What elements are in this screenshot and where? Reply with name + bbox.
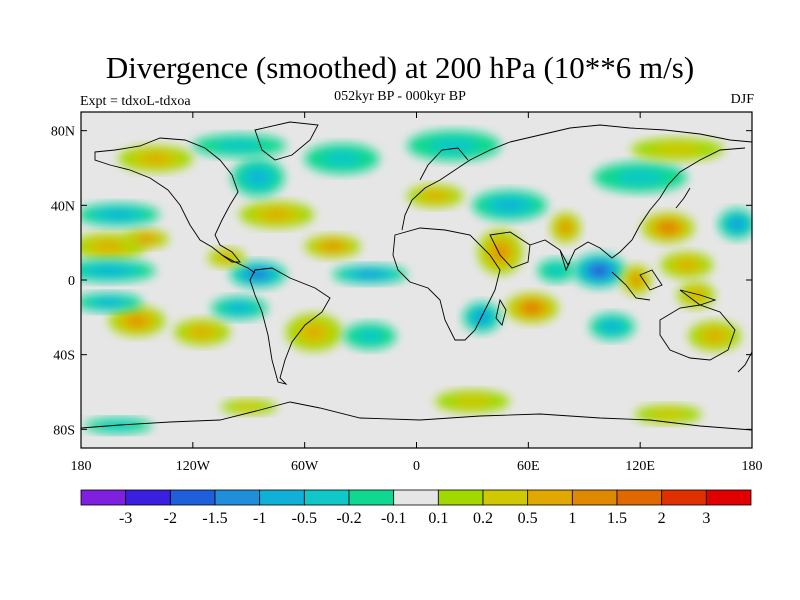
experiment-label: Expt = tdxoL-tdxoa — [80, 94, 191, 109]
colorbar-label: 1.5 — [607, 510, 627, 527]
colorbar-swatch — [527, 489, 573, 506]
field-feature — [108, 306, 165, 337]
lon-tick-label: 60E — [517, 459, 540, 474]
lat-tick-label: 40S — [53, 349, 75, 364]
colorbar-swatch — [348, 489, 395, 506]
colorbar-label: -0.2 — [336, 510, 361, 527]
lon-tick-label: 60W — [291, 459, 319, 474]
field-feature — [192, 134, 287, 157]
field-feature — [343, 322, 396, 350]
colorbar-label: 1 — [568, 510, 576, 527]
colorbar-label: 0.5 — [518, 510, 538, 527]
field-feature — [589, 313, 635, 340]
field-feature — [630, 138, 725, 161]
field-feature — [593, 162, 687, 193]
field-feature — [688, 321, 741, 351]
colorbar-swatch — [661, 489, 707, 506]
field-feature — [407, 184, 464, 208]
field-feature — [174, 319, 231, 346]
field-feature — [505, 293, 559, 323]
field-feature — [573, 253, 626, 288]
colorbar-label: 0.2 — [473, 510, 493, 527]
field-feature — [230, 261, 287, 288]
field-feature — [677, 281, 715, 308]
field-feature — [332, 265, 408, 284]
field-feature — [81, 259, 156, 282]
divergence-field — [81, 130, 752, 434]
colorbar-label: -0.5 — [292, 510, 317, 527]
plot-title: Divergence (smoothed) at 200 hPa (10**6 … — [105, 50, 695, 85]
field-feature — [621, 265, 652, 295]
colorbar-swatch — [303, 489, 350, 506]
field-feature — [211, 296, 268, 320]
season-label: DJF — [730, 92, 754, 107]
coastlines — [81, 121, 752, 431]
latitude-axis: 80N 40N 0 40S 80S — [51, 125, 752, 438]
field-feature — [537, 259, 575, 282]
lat-tick-label: 80S — [53, 423, 75, 438]
field-feature — [550, 212, 581, 243]
colorbar: -3 -2 -1.5 -1 -0.5 -0.2 -0.1 0.1 0.2 0.5 1 1.5 2 3 — [80, 489, 752, 527]
field-feature — [239, 201, 314, 228]
colorbar-label: -3 — [119, 510, 132, 527]
lon-tick-label: 120W — [176, 459, 211, 474]
lat-tick-label: 40N — [51, 199, 75, 214]
colorbar-swatch — [482, 489, 529, 506]
colorbar-label: 3 — [702, 510, 710, 527]
field-feature — [472, 190, 547, 221]
field-feature — [304, 143, 380, 174]
lon-tick-label: 180 — [71, 459, 92, 474]
plot-subtitle: 052kyr BP - 000kyr BP — [334, 89, 466, 104]
field-feature — [81, 203, 160, 226]
lat-tick-label: 0 — [68, 274, 75, 289]
colorbar-swatch — [214, 489, 261, 506]
colorbar-swatch — [437, 489, 484, 506]
colorbar-label: 0.1 — [428, 510, 448, 527]
colorbar-label: 2 — [658, 510, 666, 527]
colorbar-label: -1 — [253, 510, 266, 527]
colorbar-swatch — [393, 489, 439, 506]
colorbar-swatch — [259, 489, 305, 506]
colorbar-label: -0.1 — [381, 510, 406, 527]
field-feature — [478, 229, 523, 275]
field-feature — [286, 313, 342, 351]
colorbar-swatch — [705, 489, 752, 506]
field-feature — [123, 229, 169, 249]
field-feature — [642, 212, 695, 243]
field-feature — [435, 390, 510, 413]
colorbar-swatch — [80, 489, 127, 506]
field-feature — [407, 130, 501, 161]
field-feature — [660, 252, 713, 279]
field-feature — [81, 293, 143, 312]
colorbar-swatch — [169, 489, 216, 506]
lon-tick-label: 0 — [413, 459, 420, 474]
field-feature — [718, 209, 752, 239]
colorbar-swatch — [125, 489, 171, 506]
field-feature — [304, 235, 361, 258]
lat-tick-label: 80N — [51, 125, 75, 140]
colorbar-swatch — [616, 489, 663, 506]
longitude-axis: 180 120W 60W 0 60E 120E 180 — [71, 112, 763, 474]
colorbar-label: -1.5 — [202, 510, 227, 527]
field-feature — [220, 399, 277, 415]
field-feature — [231, 158, 285, 196]
lon-tick-label: 120E — [625, 459, 655, 474]
field-feature — [634, 405, 702, 424]
field-feature — [84, 418, 152, 434]
lon-tick-label: 180 — [742, 459, 763, 474]
field-feature — [118, 145, 193, 172]
colorbar-swatch — [571, 489, 618, 506]
colorbar-label: -2 — [164, 510, 177, 527]
